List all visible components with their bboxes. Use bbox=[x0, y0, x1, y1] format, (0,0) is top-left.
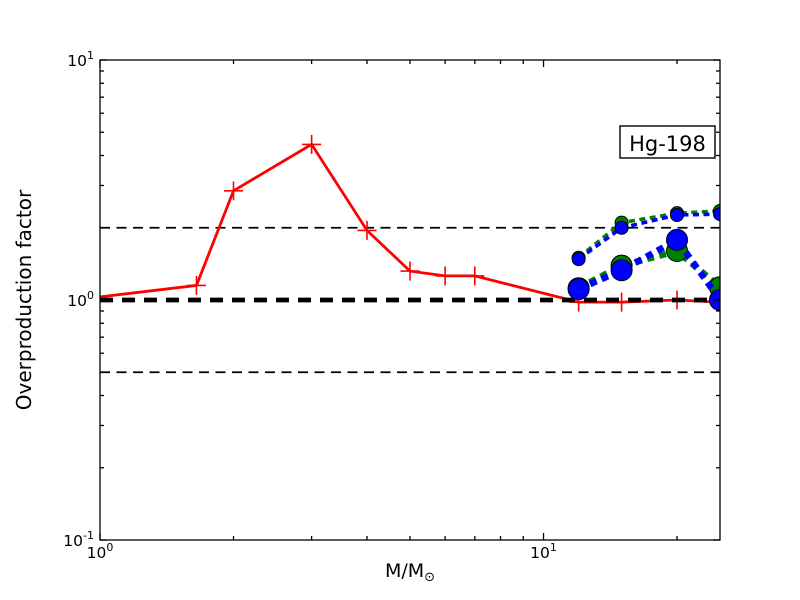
y-tick-label: 100 bbox=[67, 289, 94, 310]
x-axis-label-text: M/M⊙ bbox=[385, 560, 435, 585]
green-dashed-large-series bbox=[567, 240, 720, 300]
x-tick-label: 101 bbox=[530, 541, 557, 562]
circle-marker bbox=[713, 207, 720, 222]
x-tick-label: 100 bbox=[87, 541, 114, 562]
blue-dashed-large-series bbox=[567, 228, 720, 311]
circle-marker bbox=[610, 259, 633, 282]
circle-marker bbox=[567, 278, 590, 301]
legend-label: Hg-198 bbox=[629, 132, 706, 156]
circle-marker bbox=[670, 208, 685, 223]
y-axis-label: Overproduction factor bbox=[12, 189, 36, 410]
y-tick-label: 101 bbox=[67, 49, 94, 70]
circle-marker bbox=[571, 252, 586, 267]
plot-area bbox=[100, 134, 720, 374]
circle-marker bbox=[614, 220, 629, 235]
blue-dashed-small-series bbox=[571, 207, 720, 267]
circle-marker bbox=[666, 228, 689, 251]
y-tick-label: 10-1 bbox=[63, 529, 94, 550]
legend-frame bbox=[619, 125, 716, 159]
legend-box: Hg-198 bbox=[619, 125, 716, 159]
x-axis-label: M/M⊙ bbox=[385, 560, 435, 585]
